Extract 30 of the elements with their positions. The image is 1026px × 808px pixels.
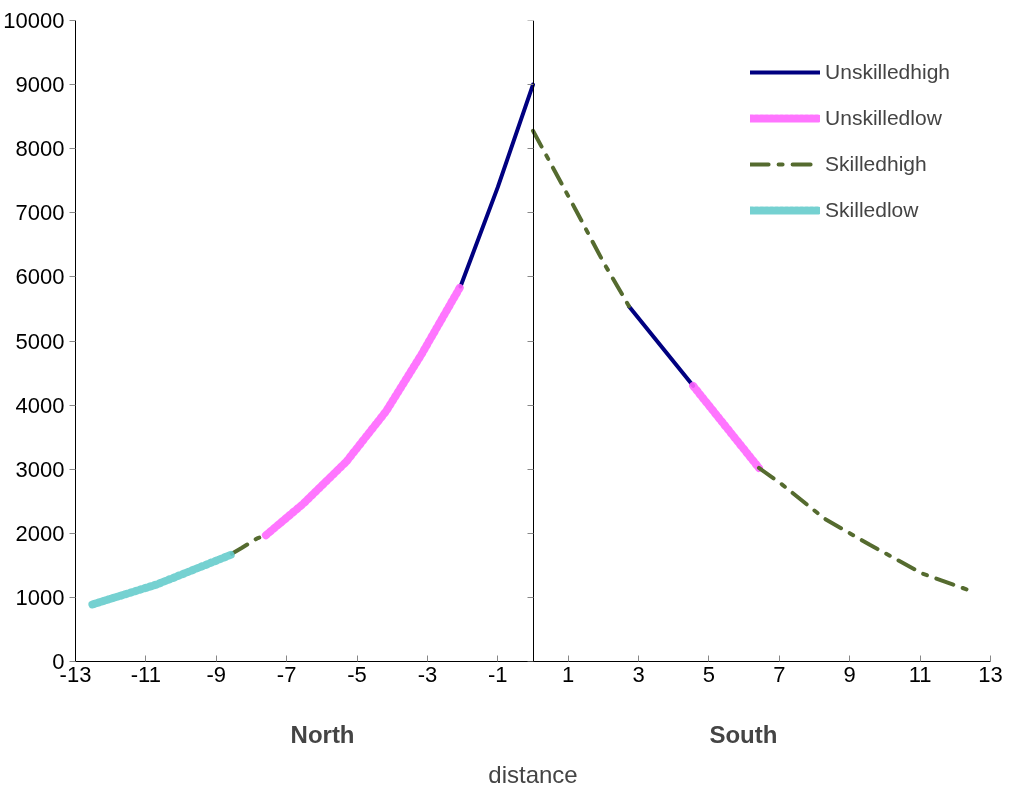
y-tick-label: 5000: [15, 328, 65, 354]
text: South: [709, 720, 778, 748]
x-axis-title: distance: [488, 760, 578, 788]
x-tick-label: 1: [562, 661, 575, 687]
y-tick-label: 7000: [15, 200, 65, 226]
x-tick-label: -5: [347, 661, 367, 687]
x-tick-label: -11: [130, 661, 161, 687]
x-tick-label: -3: [417, 661, 438, 687]
y-tick-label: 9000: [15, 72, 65, 98]
text: North: [290, 720, 355, 748]
y-tick-label: 1000: [15, 584, 65, 610]
y-tick-label: 2000: [15, 520, 65, 546]
x-tick-label: 11: [908, 661, 932, 687]
x-tick-label: 9: [843, 661, 856, 687]
y-tick-label: 4000: [15, 392, 65, 418]
x-tick-label: -1: [488, 661, 508, 687]
x-tick-label: 13: [978, 661, 1003, 687]
x-tick-label: 5: [702, 661, 716, 687]
y-tick-label: 10000: [3, 8, 65, 33]
x-tick-label: -7: [276, 661, 297, 687]
x-tick-label: -9: [206, 661, 227, 687]
x-tick-label: 7: [773, 661, 786, 687]
legend-label: Unskilledlow: [825, 106, 942, 130]
legend-label: Unskilledhigh: [825, 60, 950, 84]
legend-label: Skilledhigh: [825, 152, 927, 176]
y-tick-label: 6000: [15, 264, 65, 290]
y-tick-label: 8000: [15, 136, 65, 162]
y-tick-label: 3000: [15, 456, 65, 482]
x-tick-label: 3: [632, 661, 645, 687]
legend-label: Skilledlow: [825, 198, 919, 222]
